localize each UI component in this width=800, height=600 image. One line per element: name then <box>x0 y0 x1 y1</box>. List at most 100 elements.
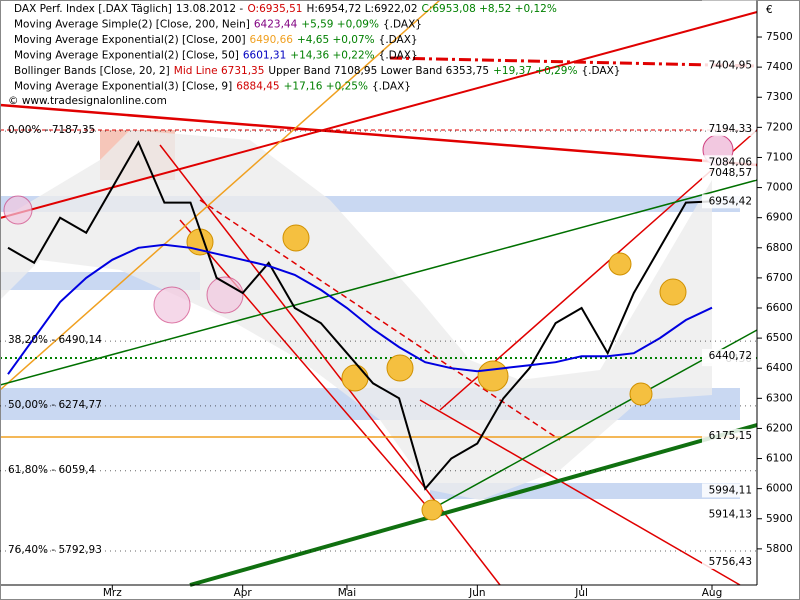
marker <box>386 354 414 382</box>
trend-line <box>179 219 431 511</box>
y-tick-label: 5900 <box>766 513 793 525</box>
price-label: 6175,15 <box>702 428 756 443</box>
marker <box>608 252 632 276</box>
y-tick-label: 6900 <box>766 212 793 224</box>
y-tick-label: 7200 <box>766 121 793 133</box>
price-label: 7404,95 <box>702 58 756 73</box>
fib-label: 61,80% - 6059,4 <box>8 464 96 476</box>
x-tick-label: Mrz <box>103 587 122 599</box>
y-tick-label: 6800 <box>766 242 793 254</box>
price-label: 6954,42 <box>702 194 756 209</box>
y-tick-label: 7000 <box>766 182 793 194</box>
marker <box>3 195 33 225</box>
legend-text: {.DAX} <box>581 65 620 77</box>
legend-text: Moving Average Exponential(3) [Close, 9] <box>14 81 232 93</box>
y-tick-label: 6700 <box>766 272 793 284</box>
y-tick-label: 5800 <box>766 543 793 555</box>
fib-label: 38,20% - 6490,14 <box>8 334 102 346</box>
price-label-text: 7194,33 <box>709 123 752 135</box>
fib-label: 0,00% - 7187,35 <box>8 124 95 136</box>
price-label: 5994,11 <box>702 483 756 498</box>
trend-line <box>0 11 758 219</box>
price-label-box <box>702 348 756 363</box>
price-label-box <box>702 0 756 1</box>
x-tick-label: Jun <box>468 587 485 599</box>
price-label: 5914,13 <box>702 507 756 522</box>
trend-line <box>0 103 758 167</box>
legend-text: +14,36 +0,22% <box>290 50 374 62</box>
price-label-box <box>702 155 756 170</box>
price-label: 6440,72 <box>702 348 756 363</box>
legend-text: H:6954,72 L:6922,02 <box>307 3 418 15</box>
y-tick-label: 6000 <box>766 483 793 495</box>
trend-line <box>419 399 741 586</box>
level-line <box>389 56 758 68</box>
x-tick-label: Jul <box>574 587 588 599</box>
marker <box>341 364 369 392</box>
legend-text: {.DAX} <box>383 19 422 31</box>
marker <box>659 278 687 306</box>
watermark: © www.tradesignalonline.com <box>8 95 167 107</box>
legend-text: Moving Average Simple(2) [Close, 200, Ne… <box>14 19 250 31</box>
legend-text: Moving Average Exponential(2) [Close, 20… <box>14 34 246 46</box>
y-tick-label: 6200 <box>766 422 793 434</box>
price-label: 5756,43 <box>702 554 756 569</box>
price-label: 7084,06 <box>702 155 756 170</box>
legend-entry: Moving Average Exponential(2) [Close, 50… <box>14 50 418 62</box>
legend-entry: DAX Perf. Index [.DAX Täglich] 13.08.2012… <box>14 3 557 15</box>
x-tick-label: Aug <box>702 587 723 599</box>
price-label-text: 5756,43 <box>709 556 752 568</box>
legend-text: +17,16 +0,25% <box>284 81 368 93</box>
price-label-box <box>702 165 756 180</box>
fib-label: 50,00% - 6274,77 <box>8 399 102 411</box>
price-label-text: 6954,42 <box>709 195 752 207</box>
legend-text: C:6953,08 +8,52 +0,12% <box>422 3 557 15</box>
price-line <box>7 243 713 375</box>
marker <box>477 360 509 392</box>
legend-text: 6423,44 <box>254 19 298 31</box>
price-label-box <box>702 122 756 137</box>
legend-text: O:6935,51 <box>247 3 302 15</box>
price-label-text: 7404,95 <box>709 60 752 72</box>
legend-entry: Moving Average Exponential(2) [Close, 20… <box>14 34 418 46</box>
fib-label: 76,40% - 5792,93 <box>8 544 102 556</box>
legend-text: {.DAX} <box>379 50 418 62</box>
y-tick-label: 7500 <box>766 31 793 43</box>
price-label-text: 7048,57 <box>709 167 752 179</box>
price-label: 7194,33 <box>702 122 756 137</box>
price-label-box <box>702 483 756 498</box>
marker <box>206 276 244 314</box>
y-tick-label: 7100 <box>766 151 793 163</box>
y-tick-label: 7400 <box>766 61 793 73</box>
price-label: 7048,57 <box>702 165 756 180</box>
legend-text: 6884,45 <box>236 81 279 93</box>
legend-text: Upper Band 7108,95 Lower Band 6353,75 <box>268 65 489 77</box>
legend-entry: Moving Average Simple(2) [Close, 200, Ne… <box>14 19 422 31</box>
legend-entry: Bollinger Bands [Close, 20, 2] Mid Line 6… <box>14 65 620 77</box>
legend-text: +5,59 +0,09% <box>301 19 379 31</box>
legend-text: Moving Average Exponential(2) [Close, 50… <box>14 50 239 62</box>
trend-line <box>0 179 758 386</box>
legend-text: Mid Line 6731,35 <box>174 65 265 77</box>
price-label-text: 6440,72 <box>709 350 752 362</box>
price-line <box>7 140 713 491</box>
legend-text: +19,37 +0,29% <box>493 65 577 77</box>
price-label: 7644,43 <box>702 0 756 1</box>
price-label-box <box>702 58 756 73</box>
y-tick-label: 6100 <box>766 453 793 465</box>
marker <box>153 286 191 324</box>
price-label-text: 5914,13 <box>709 509 752 521</box>
currency: € <box>766 4 773 16</box>
price-label-box <box>702 554 756 569</box>
price-label-box <box>702 507 756 522</box>
y-tick-label: 6300 <box>766 392 793 404</box>
legend-text: 13.08.2012 - <box>176 3 244 15</box>
legend-entry: Moving Average Exponential(3) [Close, 9]… <box>14 81 411 93</box>
legend-text: +4,65 +0,07% <box>297 34 375 46</box>
price-label-text: 6175,15 <box>709 430 752 442</box>
price-label-text: 7084,06 <box>709 156 753 168</box>
legend-text: 6601,31 <box>243 50 286 62</box>
marker <box>282 224 310 252</box>
y-tick-label: 6600 <box>766 302 793 314</box>
